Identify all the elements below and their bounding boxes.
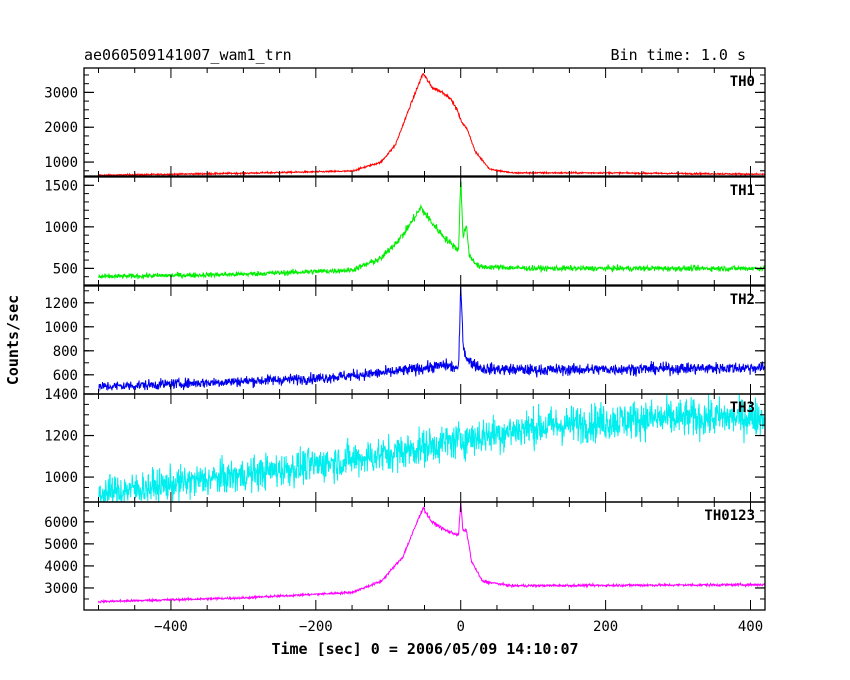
y-tick-label: 500 xyxy=(53,261,78,277)
plot-title: ae060509141007_wam1_trn xyxy=(84,46,292,64)
y-tick-label: 1000 xyxy=(44,220,78,236)
y-tick-label: 1200 xyxy=(44,429,78,445)
panel-label: TH0123 xyxy=(704,508,755,524)
y-tick-label: 4000 xyxy=(44,559,78,575)
x-tick-label: 200 xyxy=(593,619,618,635)
bin-time-label: Bin time: 1.0 s xyxy=(611,46,746,64)
x-tick-label: 0 xyxy=(457,619,465,635)
series-line-th0123 xyxy=(98,502,765,604)
panel-label: TH3 xyxy=(730,400,755,416)
y-tick-label: 1400 xyxy=(44,387,78,403)
panel-frame xyxy=(83,501,766,611)
series-line-th3 xyxy=(98,394,765,502)
panel-label: TH2 xyxy=(730,292,755,308)
y-tick-label: 1000 xyxy=(44,320,78,336)
y-tick-label: 1000 xyxy=(44,470,78,486)
y-tick-label: 3000 xyxy=(44,581,78,597)
panel-label: TH0 xyxy=(730,74,755,90)
panel-th3: 1000 1200 1400 TH3 xyxy=(44,387,766,503)
y-tick-label: 5000 xyxy=(44,537,78,553)
x-axis-label: Time [sec] 0 = 2006/05/09 14:10:07 xyxy=(271,640,578,658)
x-tick-label: −400 xyxy=(154,619,188,635)
y-tick-label: 2000 xyxy=(44,120,78,136)
panel-th0: 1000 2000 3000 TH0 xyxy=(44,67,766,177)
y-tick-label: 1500 xyxy=(44,178,78,194)
panel-th0123: 3000 4000 5000 6000 TH0123 xyxy=(44,501,766,611)
panel-frame xyxy=(83,285,766,395)
panel-label: TH1 xyxy=(730,183,755,199)
x-tick-label: 400 xyxy=(738,619,763,635)
series-line-th1 xyxy=(98,181,765,280)
y-tick-label: 1000 xyxy=(44,155,78,171)
y-tick-label: 6000 xyxy=(44,515,78,531)
y-tick-label: 800 xyxy=(53,344,78,360)
x-tick-label: −200 xyxy=(299,619,333,635)
panel-frame xyxy=(83,67,766,177)
y-tick-label: 3000 xyxy=(44,85,78,101)
y-axis-label: Counts/sec xyxy=(4,295,22,385)
series-line-th2 xyxy=(98,286,765,392)
y-tick-label: 1200 xyxy=(44,296,78,312)
x-axis-ticks: −400 −200 0 200 400 xyxy=(154,619,763,635)
panel-th1: 500 1000 1500 TH1 xyxy=(44,176,766,286)
series-line-th0 xyxy=(98,72,765,176)
panel-th2: 600 800 1000 1200 TH2 xyxy=(44,285,766,395)
y-tick-label: 600 xyxy=(53,368,78,384)
